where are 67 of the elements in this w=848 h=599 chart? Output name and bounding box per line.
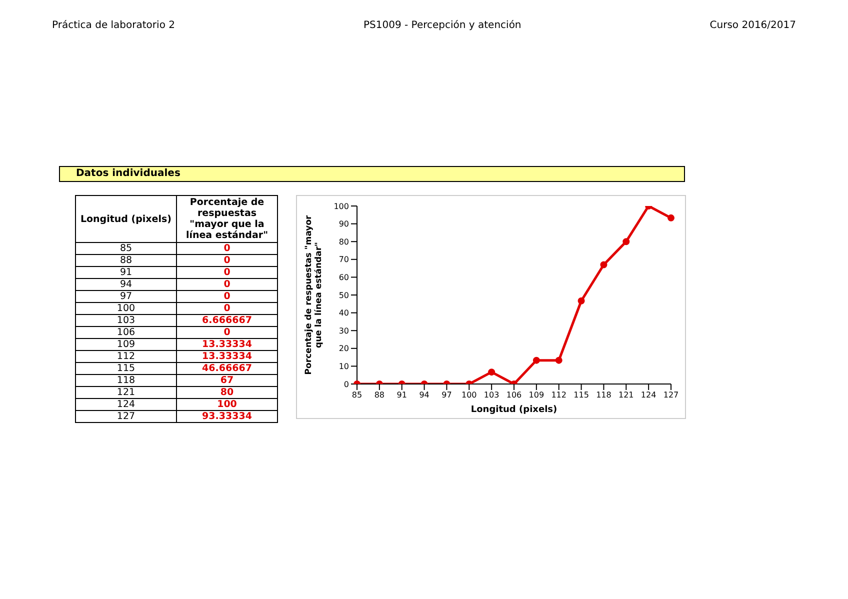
x-tick-label: 121 [618, 390, 634, 400]
data-label: 6.666667 [176, 314, 278, 326]
y-tick-label: 124 [76, 398, 176, 410]
x-tick-label: 127 [663, 390, 679, 400]
x-tick-label: 118 [596, 390, 612, 400]
y-tick-label: 30 [338, 326, 349, 336]
x-tick-label: 106 [506, 390, 522, 400]
y-tick-label: 118 [76, 374, 176, 386]
y-axis-title: Longitud (pixels) [76, 196, 176, 242]
text: PS1009 - Percepción y atención [363, 20, 522, 31]
data-label: 0 [176, 278, 278, 290]
data-label: 0 [176, 242, 278, 254]
point [555, 356, 562, 364]
y-tick-label: 91 [76, 266, 176, 278]
y-tick-label: 60 [338, 273, 349, 282]
data-label: 67 [176, 374, 278, 386]
y-tick-label: 109 [76, 338, 176, 350]
point [668, 214, 674, 222]
y-tick-label: 50 [338, 290, 349, 300]
data-label: 93.33334 [176, 410, 278, 422]
y-tick-label: 100 [334, 202, 349, 211]
x-tick-label: 112 [551, 390, 566, 400]
point [578, 297, 585, 304]
x-tick-label: 88 [374, 390, 385, 400]
y-tick-label: 115 [76, 362, 176, 374]
data-label: 0 [176, 326, 278, 338]
data-label: 80 [176, 386, 278, 398]
data-label: 13.33334 [176, 350, 278, 362]
y-tick-label: 0 [344, 380, 349, 389]
y-tick-label: 40 [338, 308, 349, 318]
x-tick-label: 100 [462, 390, 477, 400]
y-tick-label: 103 [76, 314, 176, 326]
data-label: 0 [176, 290, 278, 302]
x-tick-label: 91 [396, 390, 407, 400]
x-axis-title: Longitud (pixels) [470, 405, 558, 415]
chart-title: Datos individuales [59, 166, 685, 182]
x-tick-label: 97 [442, 390, 452, 400]
data-label: 100 [176, 398, 278, 410]
y-tick-label: 88 [76, 254, 176, 266]
y-tick-label: 94 [76, 278, 176, 290]
data-label: 0 [176, 254, 278, 266]
point [600, 261, 608, 268]
data-label: 0 [176, 302, 278, 314]
y-tick-label: 100 [76, 302, 176, 314]
data-label: 46.66667 [176, 362, 278, 374]
y-tick-label: 127 [76, 410, 176, 422]
y-tick-label: 112 [76, 350, 176, 362]
y-tick-label: 10 [338, 362, 349, 372]
y-tick-label: 85 [76, 242, 176, 254]
point [622, 238, 630, 246]
x-tick-label: 103 [484, 390, 500, 400]
text: Curso 2016/2017 [710, 20, 796, 31]
y-tick-label: 70 [338, 255, 349, 264]
text: Práctica de laboratorio 2 [52, 20, 175, 31]
point [532, 356, 540, 364]
y-tick-label: 20 [338, 344, 349, 354]
y-tick-label: 97 [76, 290, 176, 302]
data-label: 13.33334 [176, 338, 278, 350]
data-label: 0 [176, 266, 278, 278]
x-tick-label: 115 [574, 390, 589, 400]
x-tick-label: 124 [640, 390, 656, 400]
x-tick-label: 94 [419, 390, 430, 400]
x-tick-label: 85 [352, 390, 362, 400]
y-tick-label: 80 [338, 237, 349, 246]
y-tick-label: 90 [338, 220, 349, 229]
x-tick-label: 109 [528, 390, 544, 400]
y-tick-label: 106 [76, 326, 176, 338]
